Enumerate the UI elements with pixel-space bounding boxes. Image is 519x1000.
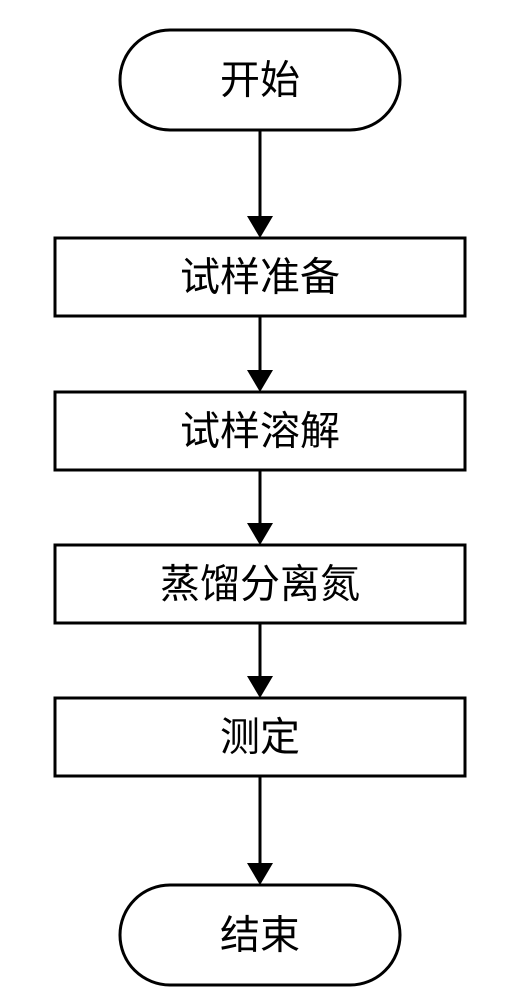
flow-node-end: 结束 bbox=[120, 885, 400, 985]
flow-arrowhead bbox=[247, 863, 273, 885]
flowchart-svg: 开始试样准备试样溶解蒸馏分离氮测定结束 bbox=[0, 0, 519, 1000]
flow-node-measure: 测定 bbox=[55, 698, 465, 776]
flow-node-label: 开始 bbox=[220, 58, 300, 103]
flow-arrowhead bbox=[247, 676, 273, 698]
flow-node-distill: 蒸馏分离氮 bbox=[55, 545, 465, 623]
flow-node-label: 试样准备 bbox=[180, 255, 340, 300]
flow-node-label: 结束 bbox=[220, 913, 300, 958]
flow-arrowhead bbox=[247, 370, 273, 392]
flow-arrowhead bbox=[247, 523, 273, 545]
flow-node-label: 试样溶解 bbox=[180, 409, 340, 454]
flow-arrowhead bbox=[247, 216, 273, 238]
flow-node-dissolve: 试样溶解 bbox=[55, 392, 465, 470]
flow-node-prep: 试样准备 bbox=[55, 238, 465, 316]
flow-node-start: 开始 bbox=[120, 30, 400, 130]
flow-node-label: 蒸馏分离氮 bbox=[160, 562, 360, 607]
flow-node-label: 测定 bbox=[220, 715, 300, 760]
